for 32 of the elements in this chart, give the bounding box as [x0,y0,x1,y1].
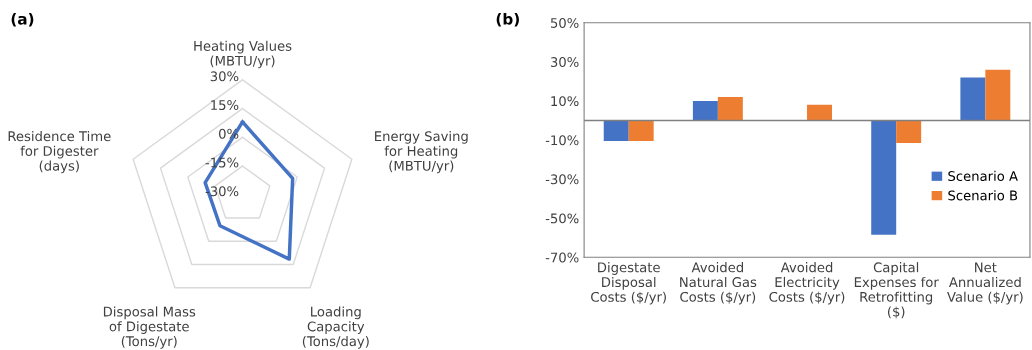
y-tick-label: 50% [550,17,579,28]
y-tick-label: 30% [210,71,239,82]
y-tick-label: 15% [211,100,239,111]
bar [717,97,743,121]
spoke-label: Residence Time for Digester (days) [8,130,111,174]
y-tick-label: 10% [551,96,579,107]
y-tick-label: -50% [545,213,579,224]
bar [960,77,986,121]
chart-title: (b) [496,12,519,27]
legend-label: Scenario B [948,190,1018,201]
y-tick-label: -70% [545,252,579,263]
bar [692,100,718,121]
y-tick-label: 30% [550,57,579,68]
spoke-label: Loading Capacity (Tons/day) [302,306,369,349]
spoke-label: Disposal Mass of Digestate (Tons/yr) [103,306,196,349]
legend-label: Scenario A [948,170,1018,182]
bar [628,120,654,141]
x-tick-label: Avoided Electricity Costs ($/yr) [769,262,845,305]
bar [603,120,629,141]
bar [807,104,832,121]
x-tick-label: Avoided Natural Gas Costs ($/yr) [680,262,757,305]
bar [985,69,1011,121]
x-tick-label: Capital Expenses for Retrofitting ($) [854,262,939,319]
y-tick-label: -30% [545,174,579,185]
x-tick-label: Net Annualized Value ($/yr) [947,262,1023,305]
spoke-label: Energy Saving for Heating (MBTU/yr) [375,130,468,174]
chart-title: (a) [11,12,34,27]
bar [896,120,922,143]
y-tick-label: -10% [545,135,579,146]
bar [871,120,897,235]
x-tick-label: Digestate Disposal Costs ($/yr) [591,262,666,305]
spoke-label: Heating Values (MBTU/yr) [194,40,292,69]
